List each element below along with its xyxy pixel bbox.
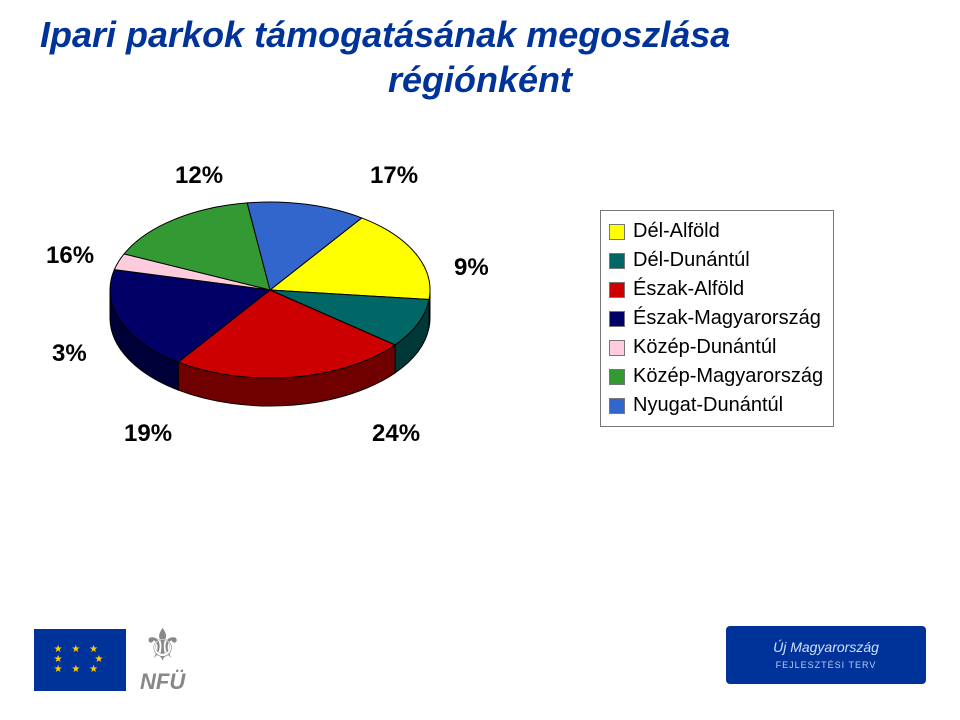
- legend-label: Észak-Alföld: [633, 278, 744, 301]
- legend-label: Dél-Alföld: [633, 220, 720, 243]
- umft-logo: Új Magyarország FEJLESZTÉSI TERV: [726, 626, 926, 684]
- pie-chart: 17%9%24%19%3%16%12%: [70, 170, 510, 500]
- legend-item: Észak-Magyarország: [609, 304, 823, 333]
- legend-swatch: [609, 369, 625, 385]
- legend-item: Közép-Magyarország: [609, 362, 823, 391]
- nfu-logo: ⚜ NFÜ: [140, 620, 185, 691]
- legend-item: Dél-Dunántúl: [609, 246, 823, 275]
- legend-swatch: [609, 340, 625, 356]
- pie-label: 3%: [52, 340, 87, 368]
- legend-label: Észak-Magyarország: [633, 307, 821, 330]
- pie-label: 24%: [372, 420, 420, 448]
- pie-svg: [70, 170, 470, 430]
- title-line-2: régiónként: [40, 57, 920, 102]
- pie-label: 19%: [124, 420, 172, 448]
- legend-swatch: [609, 224, 625, 240]
- title-line-1: Ipari parkok támogatásának megoszlása: [40, 12, 920, 57]
- legend-label: Dél-Dunántúl: [633, 249, 750, 272]
- umft-line1: Új Magyarország: [773, 639, 879, 655]
- umft-line2: FEJLESZTÉSI TERV: [776, 660, 877, 670]
- pie-label: 9%: [454, 254, 489, 282]
- footer-left: ★ ★ ★★ ★★ ★ ★ ⚜ NFÜ: [34, 620, 185, 691]
- crest-icon: ⚜: [143, 620, 182, 671]
- legend-swatch: [609, 282, 625, 298]
- legend-swatch: [609, 311, 625, 327]
- legend-label: Közép-Dunántúl: [633, 336, 776, 359]
- page-title: Ipari parkok támogatásának megoszlása ré…: [40, 12, 920, 102]
- legend-item: Közép-Dunántúl: [609, 333, 823, 362]
- legend-swatch: [609, 398, 625, 414]
- eu-stars-icon: ★ ★ ★★ ★★ ★ ★: [54, 645, 107, 675]
- pie-label: 17%: [370, 162, 418, 190]
- pie-label: 16%: [46, 242, 94, 270]
- pie-canvas: [70, 170, 470, 430]
- pie-label: 12%: [175, 162, 223, 190]
- footer: ★ ★ ★★ ★★ ★ ★ ⚜ NFÜ Új Magyarország FEJL…: [0, 612, 960, 698]
- legend-label: Nyugat-Dunántúl: [633, 394, 783, 417]
- legend-label: Közép-Magyarország: [633, 365, 823, 388]
- legend-item: Nyugat-Dunántúl: [609, 391, 823, 420]
- legend-item: Észak-Alföld: [609, 275, 823, 304]
- nfu-label: NFÜ: [140, 671, 185, 693]
- eu-flag-icon: ★ ★ ★★ ★★ ★ ★: [34, 629, 126, 691]
- legend-swatch: [609, 253, 625, 269]
- legend-item: Dél-Alföld: [609, 217, 823, 246]
- legend: Dél-Alföld Dél-Dunántúl Észak-Alföld Észak-…: [600, 210, 834, 427]
